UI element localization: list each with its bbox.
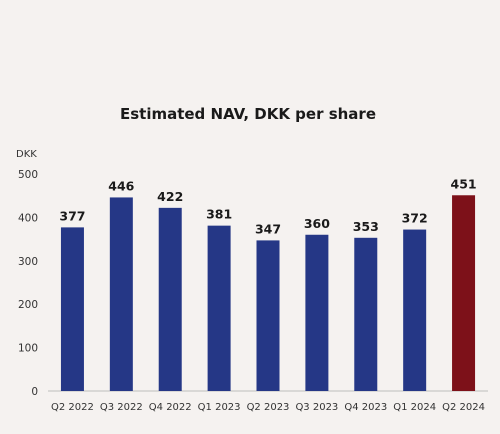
bar-4 (256, 240, 280, 391)
x-axis-ticks: Q2 2022 Q3 2022 Q4 2022 Q1 2023 Q2 2023 Q3 20… (51, 402, 485, 413)
y-tick-label-0: 0 (31, 386, 38, 398)
bar-3 (207, 225, 231, 391)
bar-7 (403, 229, 427, 391)
x-tick-label-2: Q4 2022 (149, 402, 192, 413)
x-tick-label-0: Q2 2022 (51, 402, 94, 413)
y-axis-unit-label: DKK (16, 149, 37, 160)
data-label-2: 422 (157, 189, 183, 204)
bar-2 (158, 207, 182, 391)
data-label-8: 451 (451, 176, 477, 191)
data-label-5: 360 (304, 216, 330, 231)
bar-6 (354, 237, 378, 391)
y-axis-ticks: 0 100 200 300 400 500 (18, 169, 38, 398)
y-tick-label-2: 200 (18, 299, 38, 311)
x-tick-label-5: Q3 2023 (295, 402, 338, 413)
data-labels-group: 377 446 422 381 347 360 353 372 451 (59, 176, 476, 236)
chart-title: Estimated NAV, DKK per share (120, 105, 376, 123)
x-tick-label-4: Q2 2023 (247, 402, 290, 413)
data-label-6: 353 (353, 219, 379, 234)
y-tick-label-4: 400 (18, 212, 38, 224)
data-label-7: 372 (402, 211, 428, 226)
x-tick-label-8: Q2 2024 (442, 402, 485, 413)
bar-8 (452, 195, 476, 391)
x-tick-label-3: Q1 2023 (198, 402, 241, 413)
bars-group (60, 195, 476, 391)
bar-5 (305, 234, 329, 391)
y-tick-label-1: 100 (18, 343, 38, 355)
y-tick-label-3: 300 (18, 256, 38, 268)
y-tick-label-5: 500 (18, 169, 38, 181)
data-label-1: 446 (108, 178, 134, 193)
bar-1 (109, 197, 133, 391)
x-tick-label-6: Q4 2023 (344, 402, 387, 413)
data-label-4: 347 (255, 221, 281, 236)
data-label-0: 377 (59, 208, 85, 223)
bar-0 (60, 227, 84, 391)
x-tick-label-1: Q3 2022 (100, 402, 143, 413)
data-label-3: 381 (206, 207, 232, 222)
x-tick-label-7: Q1 2024 (393, 402, 436, 413)
